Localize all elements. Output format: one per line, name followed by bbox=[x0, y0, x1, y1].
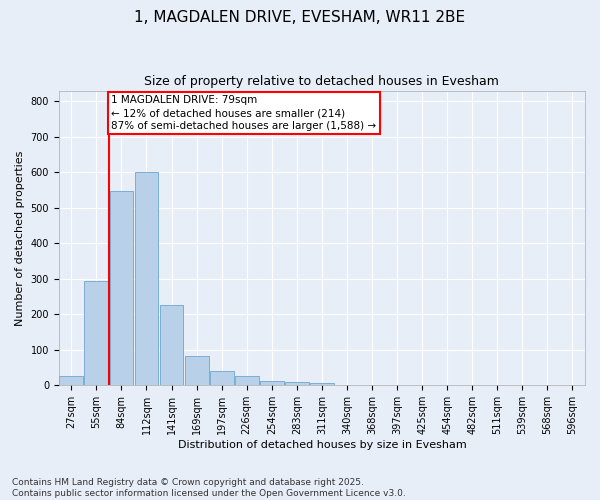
Bar bbox=[59, 376, 83, 386]
Bar bbox=[85, 282, 108, 386]
Text: 1 MAGDALEN DRIVE: 79sqm
← 12% of detached houses are smaller (214)
87% of semi-d: 1 MAGDALEN DRIVE: 79sqm ← 12% of detache… bbox=[112, 95, 377, 131]
Bar bbox=[260, 381, 284, 386]
Bar bbox=[210, 371, 233, 386]
Bar bbox=[185, 356, 209, 386]
Title: Size of property relative to detached houses in Evesham: Size of property relative to detached ho… bbox=[145, 75, 499, 88]
Text: Contains HM Land Registry data © Crown copyright and database right 2025.
Contai: Contains HM Land Registry data © Crown c… bbox=[12, 478, 406, 498]
Bar bbox=[310, 383, 334, 386]
Bar bbox=[110, 190, 133, 386]
Bar bbox=[134, 172, 158, 386]
Bar bbox=[160, 306, 184, 386]
Bar bbox=[235, 376, 259, 386]
Bar bbox=[285, 382, 309, 386]
X-axis label: Distribution of detached houses by size in Evesham: Distribution of detached houses by size … bbox=[178, 440, 466, 450]
Y-axis label: Number of detached properties: Number of detached properties bbox=[15, 150, 25, 326]
Text: 1, MAGDALEN DRIVE, EVESHAM, WR11 2BE: 1, MAGDALEN DRIVE, EVESHAM, WR11 2BE bbox=[134, 10, 466, 25]
